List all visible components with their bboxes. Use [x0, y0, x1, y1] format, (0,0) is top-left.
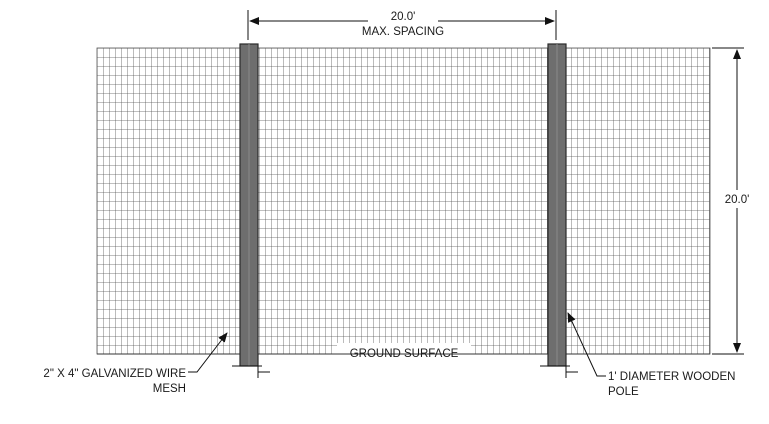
height-value: 20.0'	[725, 194, 750, 206]
ground-surface-label: GROUND SURFACE	[350, 348, 459, 360]
pole-callout: 1' DIAMETER WOODEN POLE	[567, 312, 735, 398]
height-dimension: 20.0'	[712, 47, 756, 355]
wooden-pole-left	[232, 43, 270, 378]
mesh-label-line2: MESH	[153, 383, 186, 395]
ground-label-background	[337, 343, 471, 361]
wooden-pole-right	[540, 43, 578, 378]
pole-label-line2: POLE	[608, 386, 639, 398]
spacing-dimension: 20.0' MAX. SPACING	[247, 8, 557, 40]
spacing-value: 20.0'	[391, 11, 416, 23]
wire-mesh	[96, 47, 711, 355]
spacing-label: MAX. SPACING	[362, 26, 444, 38]
pole-label-line1: 1' DIAMETER WOODEN	[608, 371, 735, 383]
mesh-callout: 2" X 4" GALVANIZED WIRE MESH	[43, 332, 228, 395]
mesh-label-line1: 2" X 4" GALVANIZED WIRE	[43, 368, 186, 380]
